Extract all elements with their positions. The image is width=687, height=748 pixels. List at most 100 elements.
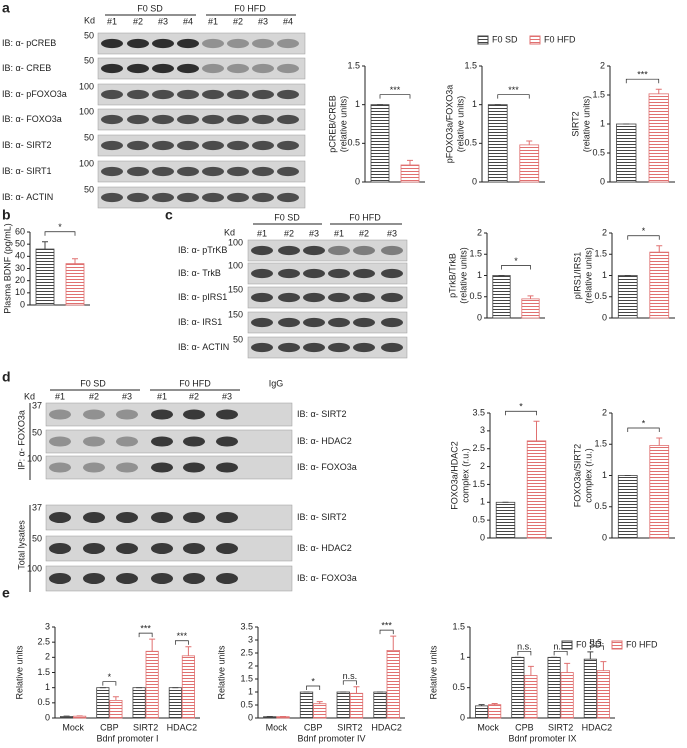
lane-label: #1 [157, 391, 167, 401]
blot-band [183, 462, 205, 473]
error-bar [112, 696, 119, 701]
lane-label: #2 [284, 228, 294, 238]
bar [109, 700, 123, 719]
bar [616, 123, 637, 183]
y-axis-label: (relative units) [583, 247, 593, 304]
error-bar [185, 646, 192, 656]
lane-label: #3 [222, 391, 232, 401]
blot-band [251, 268, 273, 279]
sig-bracket [102, 681, 117, 686]
blot-band [252, 63, 274, 74]
blot-strip [247, 311, 408, 334]
y-tick-label: 1.5 [37, 667, 50, 677]
blot-band [49, 436, 71, 447]
group-label: F0 SD [80, 378, 106, 388]
blot-row-label: IB: α- pTrKB [178, 245, 227, 255]
error-bar [478, 704, 485, 706]
bar [35, 248, 55, 306]
bar [400, 164, 420, 183]
y-tick-label: 1 [477, 270, 482, 280]
error-bar [149, 638, 156, 652]
error-bar [587, 651, 594, 660]
kd-header: Kd [84, 15, 95, 25]
blot-band [83, 436, 105, 447]
y-tick-label: 0 [600, 176, 605, 186]
blot-band [116, 543, 138, 554]
blot-band [101, 114, 123, 125]
blot-band [127, 38, 149, 49]
sig-label: n.s. [517, 642, 532, 652]
x-tick-label: Mock [266, 722, 288, 732]
y-tick-label: 3.5 [240, 621, 253, 631]
y-tick-label: 0 [602, 312, 607, 322]
y-tick-label: 0.5 [594, 501, 607, 511]
blot-strip [97, 186, 306, 209]
y-axis-label: Relative units [14, 645, 24, 700]
bar [492, 275, 511, 319]
blot-band [251, 245, 273, 256]
sig-label: n.s. [553, 642, 568, 652]
legend-swatch [477, 35, 489, 45]
sig-label: * [108, 672, 112, 682]
group-label: F0 SD [274, 212, 300, 222]
y-tick-label: 1.5 [452, 621, 465, 631]
y-tick-label: 1.5 [240, 673, 253, 683]
blot-band [252, 38, 274, 49]
blot-band [101, 38, 123, 49]
blot-band [83, 462, 105, 473]
sig-bracket [627, 235, 660, 240]
sig-bracket [175, 640, 189, 645]
x-tick-label: Mock [62, 722, 84, 732]
blot-band [252, 114, 274, 125]
blot-band [183, 573, 205, 584]
blot-row-label: IB: α- ACTIN [178, 342, 229, 352]
blot-band [151, 543, 173, 554]
bar [511, 656, 525, 719]
blot-band [381, 317, 403, 328]
blot-strip [97, 160, 306, 183]
kd-marker: 100 [79, 158, 94, 168]
blot-band [303, 317, 325, 328]
y-tick-label: 10 [15, 287, 25, 297]
kd-marker: 50 [84, 184, 94, 194]
blot-band [152, 63, 174, 74]
y-tick-label: 0 [355, 176, 360, 186]
lane-label: #1 [257, 228, 267, 238]
sig-label: *** [177, 631, 188, 641]
blot-band [183, 436, 205, 447]
error-bar [655, 88, 662, 94]
sig-label: * [514, 256, 518, 266]
kd-marker: 37 [32, 502, 42, 512]
blot-row-label: IB: α- pIRS1 [178, 292, 227, 302]
y-axis-label: pCREB/CREB [327, 95, 337, 153]
panel-label: a [2, 0, 10, 16]
error-bar [527, 295, 534, 299]
legend-label: F0 HFD [626, 639, 658, 649]
blot-row-label: IB: α- SIRT1 [2, 166, 52, 176]
y-tick-label: 1 [45, 682, 50, 692]
blot-band [101, 166, 123, 177]
y-axis-label: complex (r.u.) [583, 448, 593, 503]
blot-band [216, 512, 238, 523]
error-bar [42, 241, 48, 250]
y-tick-label: 1 [472, 99, 477, 109]
blot-band [353, 268, 375, 279]
sig-bracket [44, 231, 76, 236]
blot-band [251, 292, 273, 303]
bar [60, 716, 74, 719]
sig-label: * [311, 676, 315, 686]
y-tick-label: 50 [15, 239, 25, 249]
blot-band [252, 89, 274, 100]
x-tick-label: SIRT2 [548, 722, 573, 732]
error-bar [491, 702, 498, 705]
lane-label: #2 [189, 391, 199, 401]
sig-bracket [342, 680, 357, 685]
blot-band [101, 89, 123, 100]
blot-row-label: IB: α- FOXO3a [2, 114, 62, 124]
sig-bracket [379, 629, 394, 635]
kd-marker: 100 [27, 453, 42, 463]
blot-strip [247, 286, 408, 309]
blot-band [49, 573, 71, 584]
blot-band [151, 436, 173, 447]
